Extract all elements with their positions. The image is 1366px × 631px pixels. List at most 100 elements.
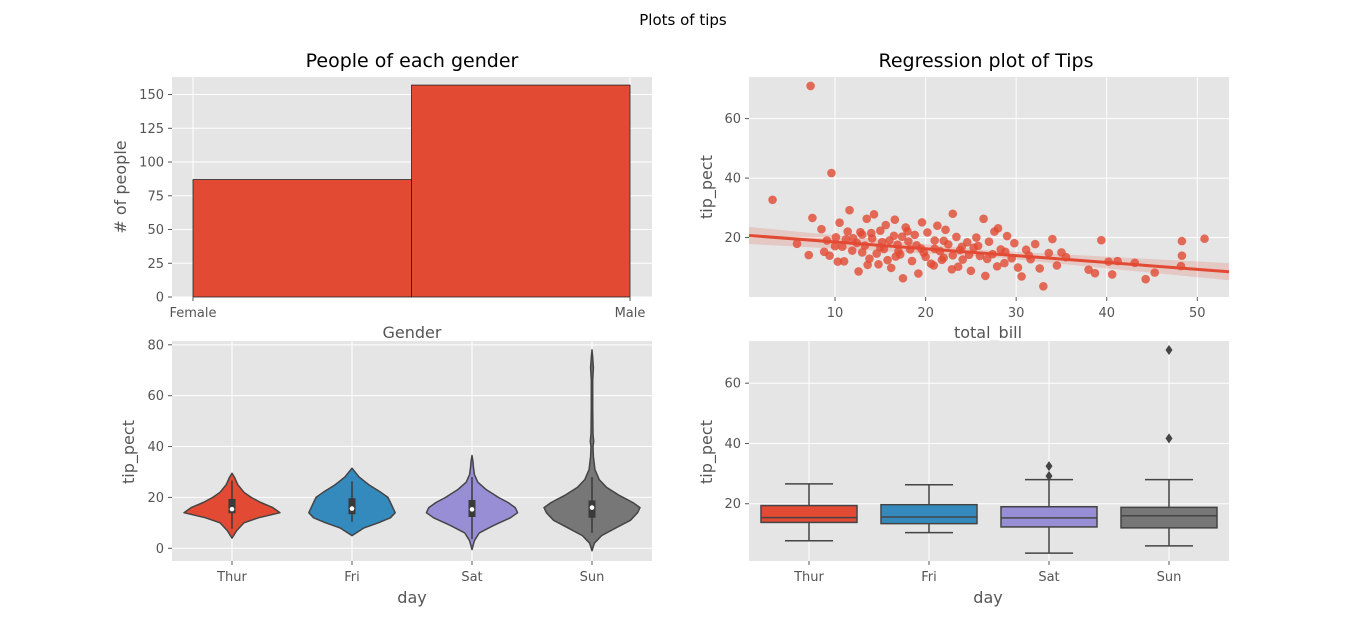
scatter-point	[1035, 264, 1045, 273]
figure-suptitle: Plots of tips	[639, 11, 727, 29]
scatter-point	[933, 221, 942, 230]
y-tick-label: 80	[147, 338, 164, 353]
x-tick-label: Thur	[216, 570, 247, 585]
scatter-point	[857, 248, 867, 257]
y-tick-label: 60	[724, 377, 741, 392]
violin-median-dot	[349, 506, 355, 511]
y-tick-label: 125	[139, 122, 164, 137]
bar-chart-panel: 0 25 50 75 100 125 150 Female Male People of eac…	[111, 50, 652, 342]
scatter-point	[1048, 234, 1057, 244]
box-outlier	[1165, 345, 1173, 356]
bar-female	[192, 179, 412, 298]
scatter-point	[1177, 251, 1187, 260]
scatter-point	[966, 266, 976, 276]
scatter-point	[883, 255, 892, 265]
scatter-point	[923, 228, 932, 237]
y-tick-label: 40	[724, 437, 741, 452]
scatter-point	[825, 251, 834, 260]
y-tick-label: 40	[147, 440, 164, 455]
scatter-point	[921, 252, 930, 262]
scatter-point	[939, 236, 949, 246]
bar-chart-ticks: 0 25 50 75 100 125 150 Female Male	[139, 88, 645, 321]
x-tick-label: 10	[827, 306, 844, 321]
y-tick-label: 100	[139, 156, 164, 171]
scatter-point	[897, 232, 907, 241]
scatter-point	[937, 255, 947, 265]
regression-panel: 20 40 60 10 20 30 40 50 Regression plot of Tips…	[697, 50, 1230, 343]
y-tick-label: 20	[724, 497, 741, 512]
violin-xlabel: day	[397, 588, 426, 607]
violin-ylabel: tip_pect	[119, 420, 139, 484]
scatter-point	[898, 273, 908, 283]
scatter-point	[891, 252, 901, 261]
scatter-point	[804, 250, 814, 260]
regression-line	[748, 233, 1230, 274]
scatter-point	[1044, 248, 1054, 258]
x-tick-label: Fri	[921, 570, 937, 585]
x-tick-label: Sat	[461, 570, 482, 585]
violin-sun	[543, 349, 641, 552]
scatter-point	[1107, 270, 1117, 279]
x-tick-label: 20	[917, 306, 934, 321]
scatter-point	[862, 214, 872, 224]
scatter-point	[1097, 235, 1106, 245]
scatter-point	[768, 195, 777, 205]
scatter-point	[848, 233, 858, 243]
violin-panel: 0 20 40 60 80 Thur Fri Sat Sun day tip_pect	[119, 338, 652, 607]
scatter-point	[863, 260, 872, 270]
scatter-point	[930, 236, 939, 245]
bar-chart-bars	[192, 84, 631, 298]
box-outlier	[1045, 471, 1053, 482]
scatter-point	[1017, 272, 1026, 281]
scatter-point	[843, 227, 853, 236]
regression-xlabel: total_bill	[954, 323, 1022, 343]
scatter-point	[953, 262, 963, 271]
x-tick-label: 30	[1008, 306, 1025, 321]
scatter-point	[1013, 263, 1023, 272]
y-tick-label: 60	[147, 389, 164, 404]
scatter-point	[1010, 238, 1019, 248]
violin-marks	[183, 349, 641, 552]
scatter-point	[917, 218, 927, 227]
violin-iqr-box	[228, 498, 236, 514]
scatter-point	[1084, 265, 1093, 274]
x-tick-label: Sun	[1157, 570, 1182, 585]
scatter-point	[1090, 268, 1100, 278]
scatter-point	[1200, 234, 1209, 244]
x-tick-label: 50	[1189, 306, 1206, 321]
scatter-point	[1177, 236, 1187, 246]
boxplot-ylabel: tip_pect	[697, 420, 717, 484]
x-tick-label: Female	[169, 306, 216, 321]
bar-chart-title: People of each gender	[306, 50, 519, 72]
scatter-point	[885, 236, 894, 245]
boxplot-panel: 20 40 60 Thur Fri Sat Sun day tip_pect	[697, 341, 1229, 607]
x-tick-label: Sun	[580, 570, 605, 585]
scatter-point	[827, 168, 836, 178]
scatter-point	[817, 224, 826, 234]
box-sun	[1120, 506, 1218, 529]
scatter-point	[972, 233, 981, 242]
y-tick-label: 40	[724, 172, 741, 187]
scatter-point	[958, 255, 968, 264]
scatter-point	[992, 262, 1002, 271]
box-sat	[1000, 506, 1098, 528]
scatter-point	[837, 242, 847, 252]
scatter-point	[876, 226, 885, 236]
scatter-point	[881, 220, 891, 230]
scatter-point	[984, 237, 994, 247]
scatter-point	[830, 241, 840, 251]
scatter-point	[948, 209, 958, 219]
scatter-point	[979, 214, 988, 224]
regression-ticks: 20 40 60 10 20 30 40 50	[724, 112, 1205, 321]
y-tick-label: 0	[156, 542, 164, 557]
regression-marks	[748, 81, 1230, 291]
scatter-point	[835, 218, 844, 227]
scatter-point	[952, 232, 961, 242]
y-tick-label: 25	[147, 257, 164, 272]
scatter-point	[839, 257, 849, 266]
bar-chart-xlabel: Gender	[383, 323, 442, 342]
scatter-point	[903, 226, 912, 236]
scatter-point	[1000, 258, 1009, 268]
scatter-point	[981, 271, 990, 281]
